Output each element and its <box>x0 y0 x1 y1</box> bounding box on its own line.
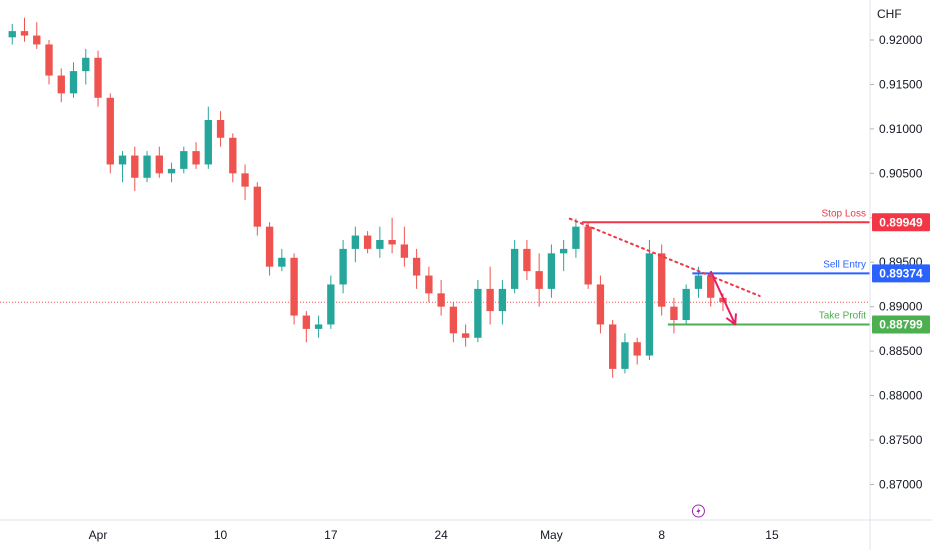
candle-body-down <box>658 253 666 307</box>
candle-body-up <box>314 324 323 329</box>
candle-body-down <box>155 155 163 174</box>
candle-body-up <box>278 257 286 267</box>
date-tick-label: Apr <box>89 528 108 542</box>
candle-body-down <box>523 248 531 272</box>
price-tick-label: 0.87500 <box>879 433 923 447</box>
sell-entry-tag <box>872 264 930 283</box>
candle-body-down <box>535 271 543 289</box>
stop-loss-tag <box>872 213 930 232</box>
currency-label: CHF <box>877 7 902 21</box>
price-tick-label: 0.88500 <box>879 344 923 358</box>
price-tick-label: 0.91500 <box>879 77 923 91</box>
candle-body-down <box>216 120 225 138</box>
candle-body-down <box>412 257 421 276</box>
candle-body-up <box>510 248 519 289</box>
candle-body-up <box>167 168 176 174</box>
candle-body-up <box>559 248 568 254</box>
candle-body-down <box>486 288 494 312</box>
candle-body-up <box>376 240 384 249</box>
date-tick-label: 10 <box>214 528 228 542</box>
candlestick-series <box>8 17 727 378</box>
candle-body-down <box>229 137 237 174</box>
candle-body-up <box>572 226 580 249</box>
price-tick-label: 0.91000 <box>879 122 923 136</box>
date-tick-label: 15 <box>765 528 779 542</box>
candle-body-down <box>94 57 102 98</box>
candle-body-down <box>363 235 372 249</box>
forecast-arrow-head <box>725 313 737 326</box>
candle-body-up <box>180 151 188 169</box>
take-profit-label: Take Profit <box>819 311 866 322</box>
candle-body-down <box>400 244 409 258</box>
stop-loss-label: Stop Loss <box>822 208 866 219</box>
date-tick-label: 17 <box>324 528 338 542</box>
price-tick-label: 0.90500 <box>879 166 923 180</box>
candle-body-up <box>498 288 507 312</box>
price-tags: 0.89949 0.89374 0.88799 <box>872 213 930 334</box>
candle-body-up <box>327 284 335 325</box>
price-tick-label: 0.88000 <box>879 389 923 403</box>
candle-body-up <box>351 235 360 249</box>
sell-entry-value: 0.89374 <box>879 266 923 280</box>
candle-body-down <box>192 151 200 165</box>
candle-body-down <box>437 293 445 307</box>
candle-body-up <box>339 248 347 285</box>
candle-body-down <box>449 306 458 334</box>
sell-entry-label: Sell Entry <box>823 259 866 270</box>
candle-body-down <box>461 333 470 338</box>
take-profit-value: 0.88799 <box>879 318 923 332</box>
candle-body-down <box>33 35 41 45</box>
candle-body-down <box>425 275 433 294</box>
candle-body-up <box>547 253 556 289</box>
candle-body-down <box>45 44 53 76</box>
candle-body-down <box>265 226 274 267</box>
candle-body-up <box>682 288 690 320</box>
candle-body-down <box>131 155 139 178</box>
candle-body-down <box>707 275 715 298</box>
candle-body-up <box>645 253 654 356</box>
candle-body-down <box>241 173 249 187</box>
date-tick-label: May <box>540 528 563 542</box>
stop-loss-value: 0.89949 <box>879 215 923 229</box>
price-tick-label: 0.92000 <box>879 33 923 47</box>
candle-body-down <box>106 97 114 165</box>
candle-body-down <box>302 315 311 329</box>
candle-body-up <box>621 342 629 369</box>
candle-body-down <box>253 186 261 227</box>
take-profit-tag <box>872 315 930 334</box>
candle-body-down <box>290 257 298 316</box>
candle-body-down <box>388 240 396 245</box>
candle-body-up <box>204 120 212 165</box>
candle-body-up <box>143 155 151 178</box>
candle-body-up <box>118 155 127 165</box>
candle-body-up <box>82 57 90 72</box>
candle-body-down <box>670 306 678 320</box>
price-tick-label: 0.89000 <box>879 300 923 314</box>
candle-body-up <box>69 71 78 94</box>
lightning-glyph-icon <box>696 507 701 515</box>
date-tick-label: 24 <box>434 528 448 542</box>
candle-body-down <box>20 31 29 36</box>
trade-levels: Stop Loss Sell Entry Take Profit <box>582 208 870 326</box>
candle-body-down <box>596 284 605 325</box>
forecast-arrow-shaft <box>709 270 737 325</box>
candle-body-down <box>609 324 617 369</box>
resistance-trendline <box>568 217 761 297</box>
annotations <box>568 217 761 518</box>
candle-body-up <box>694 275 703 289</box>
candle-body-down <box>57 75 65 94</box>
candle-body-up <box>474 288 482 338</box>
price-tick-label: 0.87000 <box>879 477 923 491</box>
candle-body-down <box>584 226 592 285</box>
candle-body-down <box>633 342 641 356</box>
candle-body-up <box>8 31 16 38</box>
date-tick-label: 8 <box>658 528 665 542</box>
